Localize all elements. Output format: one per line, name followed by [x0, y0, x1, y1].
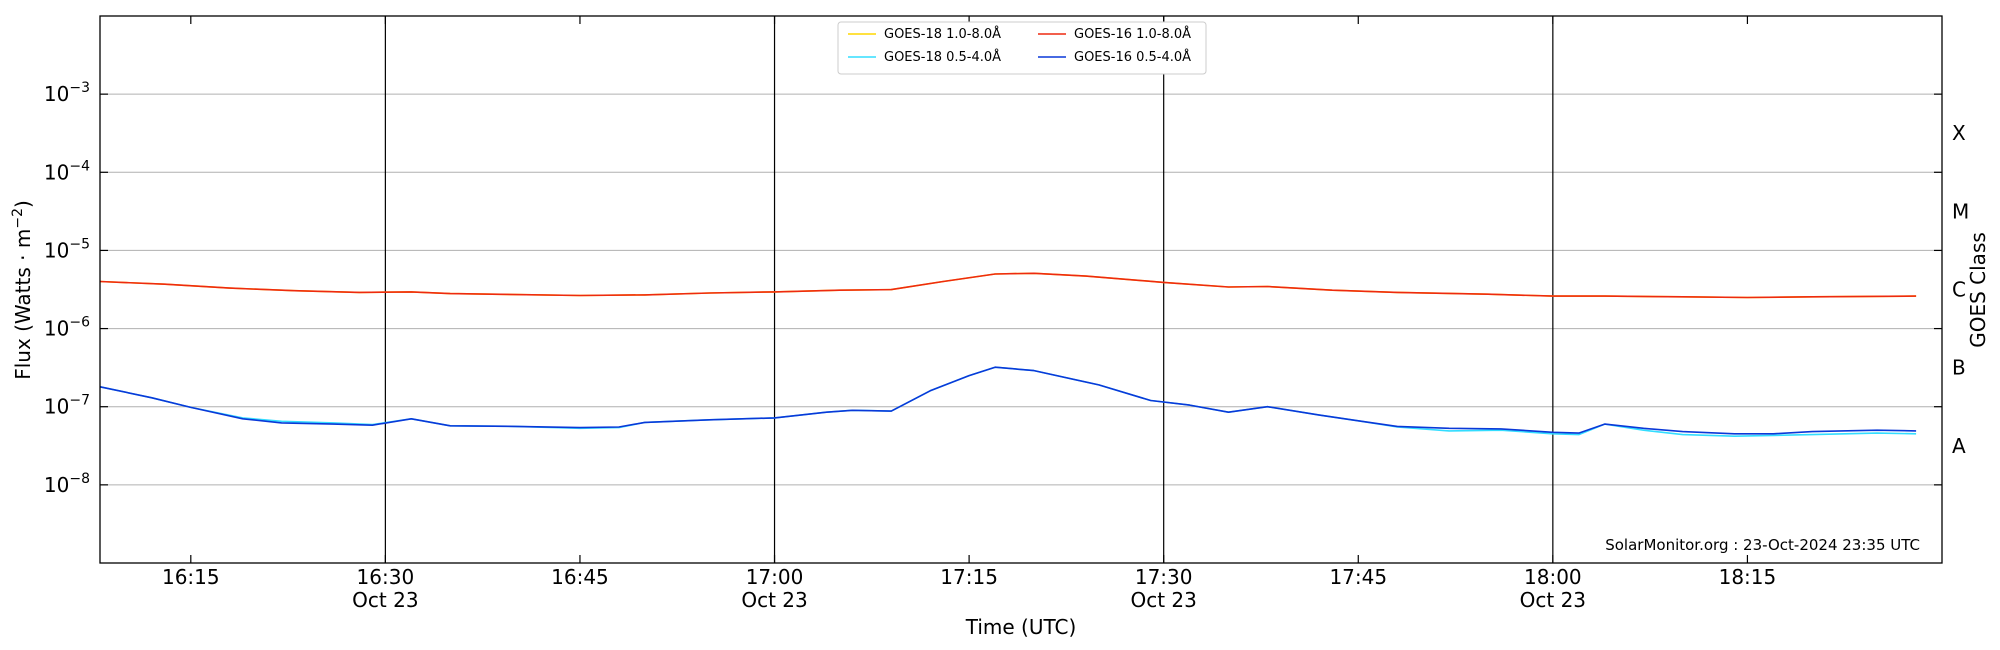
x-tick-label: 17:45 — [1329, 565, 1387, 589]
x-tick-date-label: Oct 23 — [741, 588, 807, 612]
y-ticks-layer: 10−310−410−510−610−710−8 — [44, 80, 1942, 497]
x-tick-label: 17:00 — [746, 565, 804, 589]
y-tick-base: 10 — [44, 160, 69, 184]
goes-class-label: A — [1952, 434, 1966, 458]
y-tick-exponent: −4 — [69, 158, 90, 174]
y-axis-label: Flux (Watts · m−2) — [10, 200, 35, 380]
y-tick-exponent: −7 — [69, 393, 90, 409]
x-tick-label: 18:00 — [1524, 565, 1582, 589]
goes-class-axis-label: GOES Class — [1966, 232, 1990, 348]
vertical-lines-layer — [384, 16, 1554, 563]
y-tick-base: 10 — [44, 395, 69, 419]
y-tick-base: 10 — [44, 317, 69, 341]
x-tick-date-label: Oct 23 — [352, 588, 418, 612]
series-line-1 — [99, 272, 1917, 299]
y-axis-label-main: Flux (Watts · m — [11, 229, 35, 380]
plot-frame — [99, 15, 1943, 564]
credit-text: SolarMonitor.org : 23-Oct-2024 23:35 UTC — [1605, 536, 1920, 554]
goes-class-label: X — [1952, 121, 1966, 145]
x-tick-label: 18:15 — [1719, 565, 1777, 589]
y-tick-exponent: −3 — [69, 80, 90, 96]
y-tick-base: 10 — [44, 238, 69, 262]
goes-class-labels-layer: X M C B A — [1952, 121, 1969, 458]
legend-label: GOES-16 0.5-4.0Å — [1074, 49, 1191, 65]
x-tick-date-label: Oct 23 — [1520, 588, 1586, 612]
grid-layer — [100, 93, 1942, 486]
y-tick-label: 10−6 — [44, 315, 90, 341]
y-tick-label: 10−8 — [44, 471, 90, 497]
x-axis-label: Time (UTC) — [965, 615, 1077, 639]
y-tick-base: 10 — [44, 473, 69, 497]
x-tick-date-label: Oct 23 — [1130, 588, 1196, 612]
series-layer — [99, 272, 1917, 437]
y-tick-exponent: −5 — [69, 236, 90, 252]
y-tick-label: 10−4 — [44, 158, 90, 184]
legend-items: GOES-18 1.0-8.0Å GOES-18 0.5-4.0Å GOES-16 … — [848, 26, 1191, 65]
y-tick-label: 10−7 — [44, 393, 90, 419]
x-tick-label: 17:30 — [1135, 565, 1193, 589]
series-line-3 — [99, 366, 1917, 435]
legend-box — [837, 21, 1207, 75]
y-axis-label-unit-exponent: −2 — [10, 208, 26, 229]
goes-class-label: B — [1952, 356, 1966, 380]
y-tick-base: 10 — [44, 82, 69, 106]
x-tick-label: 16:45 — [551, 565, 609, 589]
x-tick-label: 17:15 — [940, 565, 998, 589]
y-tick-exponent: −6 — [69, 315, 90, 331]
y-axis-label-end: ) — [11, 200, 35, 208]
goes-class-label: M — [1952, 199, 1969, 223]
x-tick-label: 16:30 — [357, 565, 415, 589]
legend: GOES-18 1.0-8.0Å GOES-18 0.5-4.0Å GOES-16 … — [837, 21, 1207, 75]
y-tick-label: 10−5 — [44, 236, 90, 262]
x-tick-label: 16:15 — [162, 565, 220, 589]
legend-label: GOES-16 1.0-8.0Å — [1074, 26, 1191, 42]
legend-label: GOES-18 0.5-4.0Å — [884, 49, 1001, 65]
y-tick-exponent: −8 — [69, 471, 90, 487]
y-tick-label: 10−3 — [44, 80, 90, 106]
goes-class-label: C — [1952, 278, 1966, 302]
legend-label: GOES-18 1.0-8.0Å — [884, 26, 1001, 42]
